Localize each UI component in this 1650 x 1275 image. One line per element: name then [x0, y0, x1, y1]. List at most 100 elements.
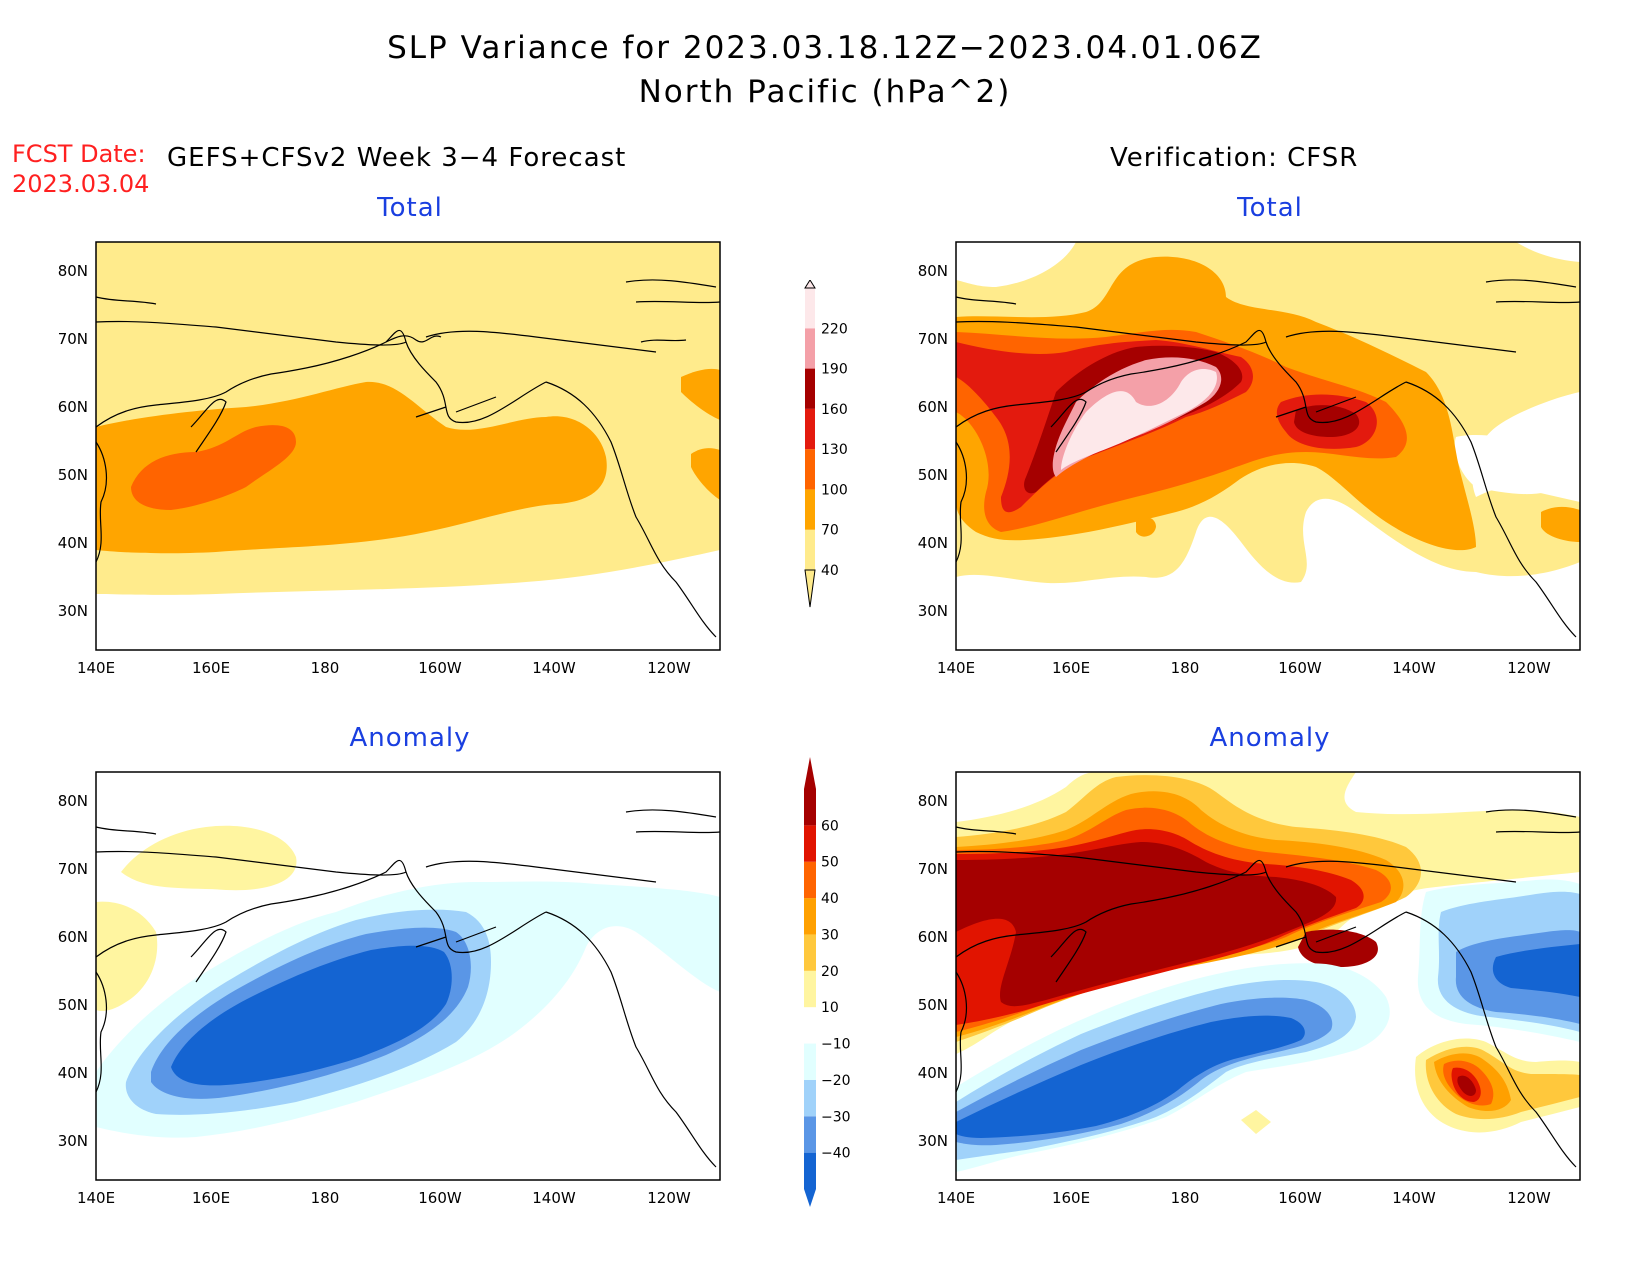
colorbar-anomaly-box: [804, 898, 816, 935]
colorbar-anomaly-box: [804, 861, 816, 899]
lon-label-140w: 140W: [1392, 1189, 1436, 1207]
main-title: SLP Variance for 2023.03.18.12Z−2023.04.…: [387, 30, 1263, 66]
colorbar-anomaly-label: 10: [821, 1000, 839, 1016]
lon-label-120w: 120W: [647, 659, 691, 677]
panel-title-verification-total: Total: [1237, 193, 1303, 223]
map-verification-anomaly: 80N 70N 60N 50N 40N 30N 140E 160E 180 16…: [918, 771, 1581, 1207]
forecast-header: GEFS+CFSv2 Week 3−4 Forecast: [167, 143, 627, 173]
main-subtitle: North Pacific (hPa^2): [638, 74, 1012, 110]
verification-header: Verification: CFSR: [1110, 143, 1359, 173]
contour-70-east2: [691, 448, 720, 500]
lat-label-50n: 50N: [918, 466, 948, 484]
colorbar-total-label: 220: [821, 321, 848, 337]
panel-title-verification-anomaly: Anomaly: [1209, 723, 1331, 753]
lon-label-180: 180: [311, 659, 340, 677]
coastlines: [955, 279, 1581, 638]
contour-neg40: [171, 945, 452, 1086]
lat-axis-forecast-total: 80N 70N 60N 50N 40N 30N: [58, 262, 88, 620]
lon-label-140e: 140E: [937, 659, 975, 677]
lat-label-70n: 70N: [918, 330, 948, 348]
contour-pos60-south: [1457, 1075, 1476, 1096]
lon-label-120w: 120W: [1507, 659, 1551, 677]
lon-label-140e: 140E: [77, 1189, 115, 1207]
fcst-date-label: FCST Date:: [12, 140, 146, 168]
lon-label-160w: 160W: [1278, 1189, 1322, 1207]
lat-label-30n: 30N: [918, 1132, 948, 1150]
lon-label-120w: 120W: [647, 1189, 691, 1207]
colorbar-total-label: 160: [821, 402, 848, 418]
lon-label-140w: 140W: [532, 659, 576, 677]
colorbar-anomaly-label: 20: [821, 964, 839, 980]
colorbar-anomaly-label: −10: [821, 1037, 851, 1053]
colorbar-total-label: 40: [821, 563, 839, 579]
colorbar-total: 40 70 100 130 160 190 220: [804, 280, 848, 608]
contour-pos60: [956, 842, 1337, 1007]
lon-label-160e: 160E: [1052, 659, 1090, 677]
lat-axis-verification-anomaly: 80N 70N 60N 50N 40N 30N: [918, 792, 948, 1150]
contour-pos10-west: [96, 901, 158, 1012]
lat-label-80n: 80N: [918, 262, 948, 280]
colorbar-anomaly-label: −40: [821, 1146, 851, 1162]
lon-label-180: 180: [1171, 659, 1200, 677]
map-frame: [95, 241, 721, 651]
lon-label-180: 180: [1171, 1189, 1200, 1207]
lat-label-40n: 40N: [58, 534, 88, 552]
lon-label-140w: 140W: [532, 1189, 576, 1207]
lat-label-50n: 50N: [58, 466, 88, 484]
lon-label-160e: 160E: [192, 659, 230, 677]
colorbar-anomaly-label: 60: [821, 818, 839, 834]
colorbar-anomaly-box: [804, 789, 816, 826]
lat-label-80n: 80N: [58, 792, 88, 810]
lon-label-180: 180: [311, 1189, 340, 1207]
lat-label-80n: 80N: [58, 262, 88, 280]
fcst-date-value: 2023.03.04: [12, 170, 150, 198]
colorbar-anomaly-box: [804, 1007, 816, 1044]
panel-title-forecast-anomaly: Anomaly: [349, 723, 471, 753]
lat-label-70n: 70N: [918, 860, 948, 878]
lon-label-160e: 160E: [192, 1189, 230, 1207]
contour-70-spot2: [1541, 506, 1580, 542]
panel-title-forecast-total: Total: [377, 193, 443, 223]
map-forecast-anomaly: 80N 70N 60N 50N 40N 30N 140E 160E 180 16…: [58, 771, 721, 1207]
colorbar-total-label: 190: [821, 362, 848, 378]
colorbar-anomaly-box: [804, 970, 816, 1008]
colorbar-anomaly-label: −30: [821, 1109, 851, 1125]
lon-label-160w: 160W: [418, 659, 462, 677]
contour-70-east: [681, 368, 720, 420]
colorbar-anomaly-box: [804, 1079, 816, 1117]
map-frame: [955, 771, 1581, 1181]
colorbar-total-label: 100: [821, 482, 848, 498]
colorbar-anomaly-box: [804, 934, 816, 971]
colorbar-total-box: [805, 368, 815, 409]
colorbar-total-box: [805, 449, 815, 490]
lat-axis-forecast-anomaly: 80N 70N 60N 50N 40N 30N: [58, 792, 88, 1150]
lat-label-60n: 60N: [58, 928, 88, 946]
map-forecast-total: 80N 70N 60N 50N 40N 30N 140E 160E 180 16…: [58, 241, 721, 677]
contour-neg40-east: [1492, 944, 1580, 997]
coastlines: [95, 809, 721, 1168]
lat-label-70n: 70N: [58, 860, 88, 878]
lon-axis-forecast-total: 140E 160E 180 160W 140W 120W: [77, 659, 691, 677]
contour-70-spot1: [1136, 517, 1156, 537]
colorbar-total-box: [805, 529, 815, 570]
lon-label-160w: 160W: [1278, 659, 1322, 677]
lon-axis-verification-total: 140E 160E 180 160W 140W 120W: [937, 659, 1551, 677]
colorbar-anomaly-box: [804, 1116, 816, 1153]
lon-label-160e: 160E: [1052, 1189, 1090, 1207]
colorbar-anomaly-top-arrow: [804, 757, 816, 789]
lon-label-160w: 160W: [418, 1189, 462, 1207]
contour-pos10-spot: [1241, 1110, 1271, 1134]
contour-pos10-north: [121, 825, 297, 891]
contour-pos60-east: [1298, 929, 1378, 967]
colorbar-total-label: 130: [821, 442, 848, 458]
colorbar-total-box: [805, 408, 815, 450]
colorbar-total-box: [805, 328, 815, 369]
colorbar-anomaly: −40 −30 −20 −10 10 20 30 40 50 60: [804, 757, 851, 1207]
contour-70: [96, 381, 607, 554]
map-frame: [95, 771, 721, 1181]
contour-220: [1061, 369, 1217, 470]
lon-axis-forecast-anomaly: 140E 160E 180 160W 140W 120W: [77, 1189, 691, 1207]
colorbar-anomaly-bottom-arrow: [804, 1189, 816, 1207]
colorbar-anomaly-box: [804, 1152, 816, 1189]
coastlines: [95, 279, 721, 638]
